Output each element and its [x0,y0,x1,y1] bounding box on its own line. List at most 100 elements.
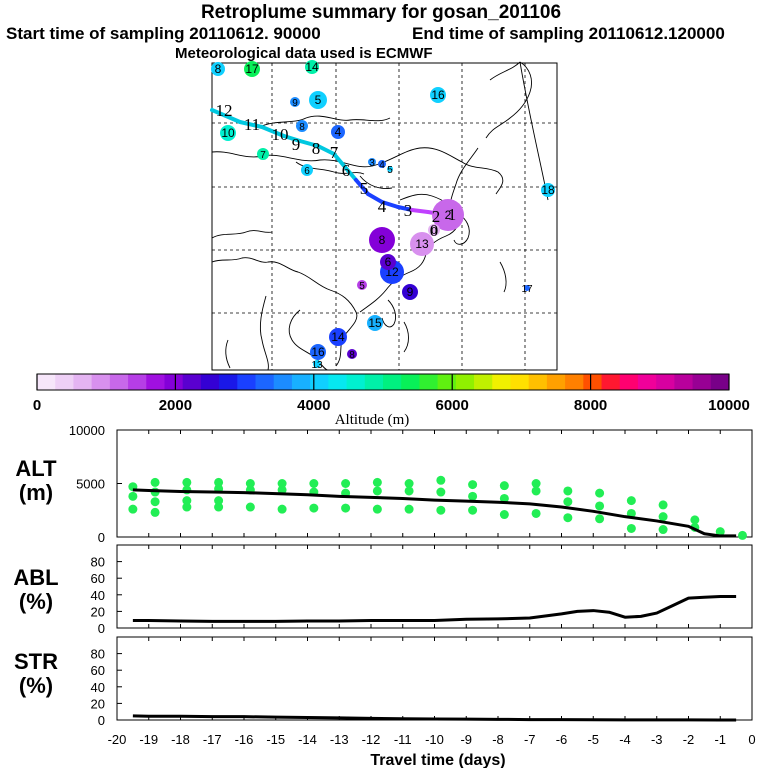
altitude-colorbar: 0 2000 4000 6000 8000 10000 [33,373,750,414]
altitude-sample-point [182,496,192,506]
colorbar-axis-label: Altitude (m) [335,412,410,428]
track-segment [316,144,336,156]
altitude-sample-point [214,502,224,512]
cluster-label: 16 [431,88,445,102]
panel-frame [116,544,753,629]
altitude-sample-point [128,504,138,514]
y-tick-label: 20 [91,604,105,619]
altitude-sample-point [245,502,255,512]
track-segment [332,152,347,169]
colorbar-segment [528,374,548,390]
x-tick-label: -20 [108,732,127,747]
x-tick-label: -8 [492,732,504,747]
x-tick-label: -4 [619,732,631,747]
colorbar-segment [637,374,657,390]
colorbar-segment [601,374,621,390]
cluster-marker [305,60,319,74]
x-tick-label: -17 [203,732,222,747]
y-tick-label: 0 [98,530,105,545]
colorbar-segment [656,374,675,390]
altitude-sample-point [595,488,605,498]
x-tick-label: -14 [298,732,317,747]
altitude-sample-point [468,480,478,490]
cluster-marker [369,227,395,253]
altitude-sample-point [341,479,351,488]
colorbar-segment [401,374,420,390]
altitude-sample-point [626,523,636,533]
colorbar-tick-label: 6000 [436,397,469,414]
y-tick-label: 80 [91,647,105,662]
y-tick-label: 60 [91,663,105,678]
x-tick-label: -3 [651,732,663,747]
track-segment [298,139,320,148]
altitude-sample-point [245,479,255,488]
cluster-marker [402,284,418,300]
altitude-sample-point [563,486,573,496]
colorbar-segment [619,374,639,390]
track-segment [282,134,302,143]
y-tick-label: 20 [91,696,105,711]
track-day-label: 9 [292,135,301,154]
x-tick-label: -19 [139,732,158,747]
cluster-label: 5 [315,93,322,107]
map-frame [211,62,558,371]
altitude-sample-point [150,497,160,507]
altitude-sample-point [277,504,287,514]
y-tick-label: 60 [91,571,105,586]
cluster-marker [367,315,383,331]
x-tick-label: -13 [330,732,349,747]
alt-label-line1: ALT [15,456,57,481]
track-day-label: 7 [330,143,339,162]
y-tick-label: 40 [91,588,105,603]
altitude-sample-point [499,510,509,520]
colorbar-segment [692,374,712,390]
cluster-marker [331,125,345,139]
cluster-marker [432,199,464,231]
cluster-marker [380,254,396,270]
cluster-label: 18 [541,183,555,197]
colorbar-segment [146,374,165,390]
cluster-label: 14 [305,60,319,74]
altitude-sample-point [563,497,573,507]
altitude-sample-point [436,505,446,515]
colorbar-segment [710,374,730,390]
track-day-label: 10 [272,125,289,144]
altitude-sample-point [531,486,541,496]
y-tick-label: 40 [91,680,105,695]
track-segment [366,192,384,204]
altitude-sample-point [563,513,573,523]
str-label-line1: STR [14,649,58,674]
cluster-label: 9 [292,98,298,109]
end-time-label: End time of sampling 20110612.120000 [412,24,725,43]
colorbar-segment [546,374,566,390]
cluster-marker [329,328,347,346]
cluster-marker [347,349,357,359]
cluster-marker [357,280,367,290]
cluster-label: 8 [349,350,355,361]
start-time-label: Start time of sampling 20110612. 90000 [6,24,321,43]
colorbar-segment [437,374,457,390]
altitude-sample-point [150,507,160,517]
altitude-sample-point [658,525,668,535]
cluster-marker [541,183,555,197]
track-segment [380,200,400,209]
track-day-label: 0 [430,221,439,240]
colorbar-segment [346,374,366,390]
altitude-sample-point [595,501,605,511]
track-segment [238,120,264,129]
cluster-marker [310,344,326,360]
colorbar-segment [255,374,275,390]
y-tick-label: 0 [98,713,105,728]
altitude-sample-point [626,496,636,506]
coastline [261,115,391,127]
x-tick-label: -1 [714,732,726,747]
colorbar-segment [419,374,439,390]
track-day-label: 8 [312,139,321,158]
colorbar-tick-label: 8000 [574,397,607,414]
altitude-sample-point [499,481,509,491]
track-segment [343,165,358,182]
cluster-marker [430,87,446,103]
track-segment [396,205,414,212]
colorbar-segment [200,374,220,390]
